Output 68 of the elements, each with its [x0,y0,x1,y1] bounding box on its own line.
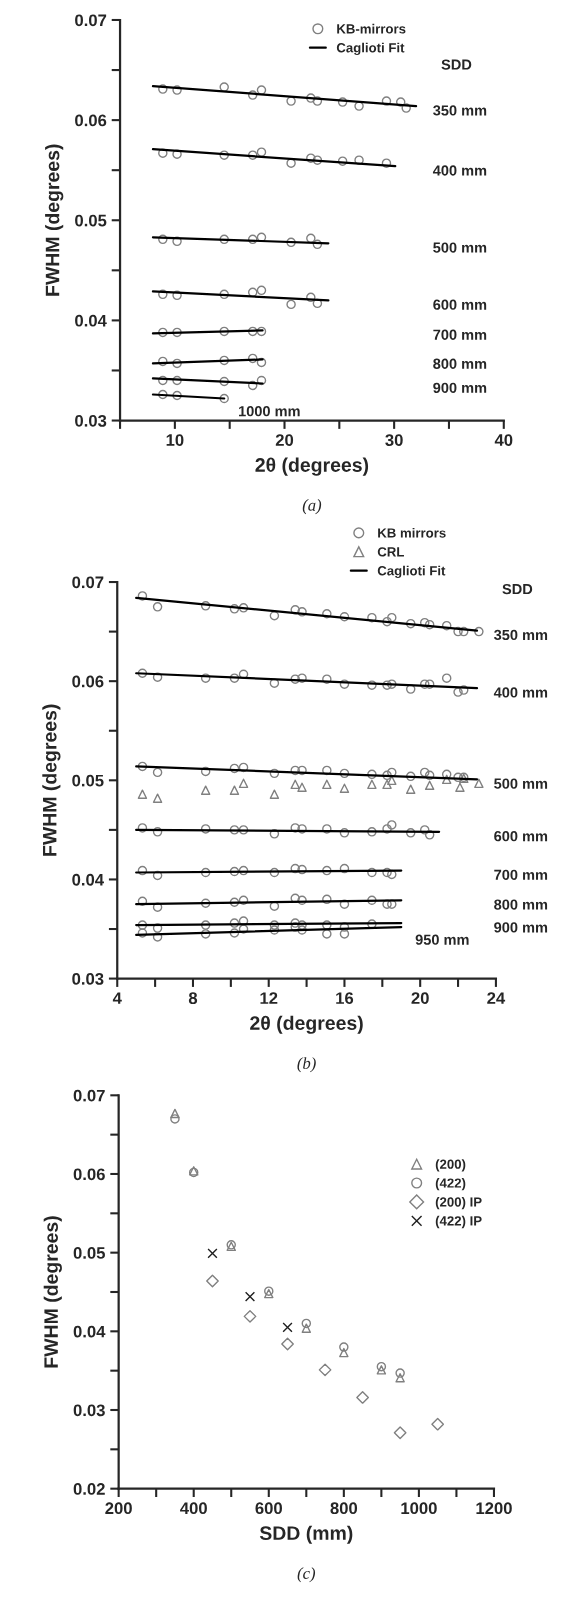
legend-label: Caglioti Fit [377,565,446,579]
legend-label: (422) [435,1178,466,1191]
x-tick-label: 4 [112,992,122,1004]
legend-label: KB-mirrors [337,23,406,34]
x-axis-title: 2θ (degrees) [255,457,369,476]
x-tick-label: 20 [275,434,294,446]
x-tick-label: 8 [188,992,198,1005]
legend-label: (200) IP [435,1196,482,1210]
y-axis-title: FWHM (degrees) [43,1216,62,1368]
x-tick-label: 30 [385,434,403,446]
annotation: 950 mm [415,934,469,945]
annotation: 600 mm [433,299,487,310]
x-tick-label: 20 [411,992,429,1005]
y-tick-label: 0.04 [75,314,107,327]
y-axis-title: FWHM (degrees) [42,704,61,856]
x-tick-label: 24 [487,992,506,1004]
y-axis-title: FWHM (degrees) [45,144,64,296]
x-axis-title: 2θ (degrees) [250,1015,363,1034]
y-tick-label: 0.03 [73,1404,105,1417]
annotation: 500 mm [433,242,487,253]
y-tick-label: 0.04 [73,1325,106,1338]
x-axis-title: SDD (mm) [259,1525,353,1544]
annotation: 800 mm [494,899,548,910]
y-tick-label: 0.05 [72,774,104,787]
y-tick-label: 0.06 [72,675,104,688]
y-tick-label: 0.05 [75,214,107,227]
annotation: 800 mm [433,358,487,369]
y-tick-label: 0.06 [75,114,107,127]
annotation: 1000 mm [239,405,300,417]
text: SDD [502,583,533,595]
y-tick-label: 0.03 [72,972,104,985]
legend-label: (422) IP [435,1215,482,1229]
annotation: 700 mm [433,329,487,340]
y-tick-label: 0.07 [72,576,104,589]
text: (b) [297,1057,316,1073]
x-tick-label: 40 [494,434,513,446]
x-tick-label: 600 [255,1502,282,1515]
annotation: 350 mm [433,105,487,116]
legend-label: KB mirrors [378,527,446,538]
y-tick-label: 0.06 [73,1168,105,1181]
x-tick-label: 1000 [401,1502,437,1515]
y-tick-label: 0.03 [75,414,107,427]
x-tick-label: 12 [260,992,278,1004]
x-tick-label: 1200 [476,1502,512,1515]
x-tick-label: 10 [166,434,184,446]
legend-label: CRL [377,547,404,557]
legend-label: Caglioti Fit [336,42,405,56]
text: (a) [302,499,322,515]
x-tick-label: 16 [336,992,354,1005]
x-tick-label: 400 [180,1502,207,1515]
y-tick-label: 0.02 [73,1483,105,1495]
legend-label: (200) [435,1159,466,1172]
annotation: 900 mm [433,382,487,393]
annotation: 350 mm [493,629,548,641]
y-tick-label: 0.07 [75,14,107,27]
y-tick-label: 0.05 [73,1247,105,1259]
y-tick-label: 0.07 [73,1089,105,1102]
annotation: 400 mm [493,687,548,698]
y-tick-label: 0.04 [72,873,104,886]
annotation: 500 mm [494,778,548,789]
annotation: 600 mm [494,831,548,842]
annotation: 900 mm [494,922,548,933]
text: (c) [297,1567,316,1583]
annotation: SDD [441,59,472,70]
x-tick-label: 800 [330,1502,358,1515]
x-tick-label: 200 [105,1502,132,1515]
annotation: 700 mm [494,869,548,880]
annotation: 400 mm [432,165,487,176]
